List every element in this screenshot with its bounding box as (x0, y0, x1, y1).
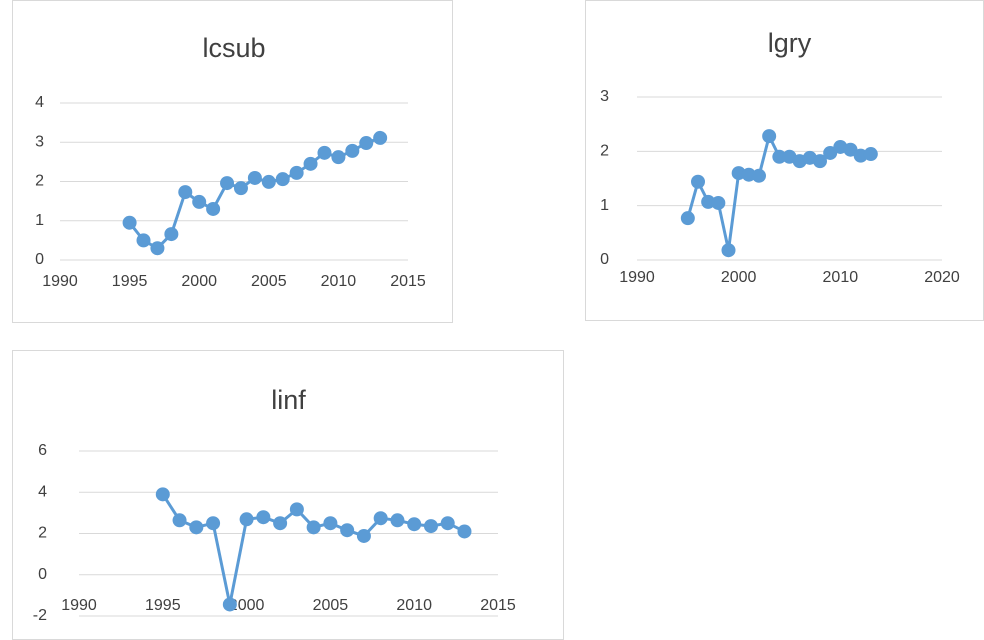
marker (752, 168, 766, 183)
chart-title: lgry (768, 28, 812, 58)
y-tick-label: -2 (33, 607, 47, 624)
marker (164, 227, 179, 242)
y-tick-label: 3 (35, 133, 44, 150)
marker (220, 176, 235, 191)
marker (407, 517, 422, 532)
marker (762, 129, 777, 144)
x-tick-label: 2010 (823, 269, 859, 286)
marker (813, 154, 827, 169)
marker (206, 201, 221, 216)
marker (303, 156, 318, 171)
marker (440, 516, 455, 531)
y-tick-label: 4 (35, 94, 44, 111)
x-tick-label: 1990 (42, 273, 78, 290)
marker (721, 243, 736, 258)
marker (150, 241, 165, 256)
marker (172, 513, 187, 528)
marker (122, 215, 137, 230)
y-tick-label: 4 (38, 483, 47, 500)
y-tick-label: 0 (600, 251, 609, 268)
chart-title: linf (271, 385, 306, 415)
y-tick-label: 2 (600, 143, 609, 160)
chart-title: lcsub (202, 33, 265, 63)
x-tick-label: 2015 (390, 273, 426, 290)
x-tick-label: 2000 (229, 597, 265, 614)
chart-panel (12, 350, 564, 640)
x-tick-label: 1990 (619, 269, 655, 286)
x-tick-label: 1990 (61, 597, 97, 614)
y-tick-label: 3 (600, 88, 609, 105)
marker (192, 194, 207, 209)
y-tick-label: 0 (35, 251, 44, 268)
y-tick-label: 1 (600, 197, 609, 214)
chart-panel (12, 0, 453, 323)
x-tick-label: 2005 (313, 597, 349, 614)
marker (239, 512, 254, 527)
marker (189, 520, 204, 535)
marker (206, 516, 221, 531)
marker (680, 211, 695, 226)
marker (261, 174, 276, 189)
marker (273, 516, 288, 531)
marker (457, 524, 472, 539)
marker (711, 195, 726, 210)
marker (863, 147, 878, 162)
marker (823, 145, 838, 160)
marker (359, 136, 374, 151)
x-tick-label: 2000 (721, 269, 757, 286)
marker (331, 150, 346, 165)
marker (691, 174, 705, 189)
marker (772, 149, 787, 164)
marker (340, 523, 355, 538)
x-tick-label: 1995 (112, 273, 148, 290)
marker (390, 513, 405, 528)
marker (373, 130, 388, 145)
marker (256, 510, 271, 525)
marker (306, 520, 321, 535)
marker (345, 143, 360, 158)
marker (323, 516, 338, 531)
marker (247, 170, 262, 185)
x-tick-label: 2015 (480, 597, 516, 614)
marker (741, 167, 756, 182)
marker (289, 502, 304, 517)
x-tick-label: 2010 (396, 597, 432, 614)
y-tick-label: 1 (35, 212, 44, 229)
x-tick-label: 2000 (181, 273, 217, 290)
marker (356, 528, 371, 543)
marker (289, 165, 304, 180)
marker (275, 172, 290, 187)
y-tick-label: 2 (35, 173, 44, 190)
y-tick-label: 0 (38, 566, 47, 583)
x-tick-label: 2010 (321, 273, 357, 290)
marker (423, 519, 438, 534)
marker (222, 597, 237, 612)
x-tick-label: 1995 (145, 597, 181, 614)
marker (373, 511, 388, 526)
y-tick-label: 6 (38, 442, 47, 459)
marker (136, 233, 151, 248)
marker (317, 145, 332, 160)
x-tick-label: 2020 (924, 269, 960, 286)
marker (155, 487, 170, 502)
marker (701, 194, 716, 209)
marker (233, 181, 248, 196)
x-tick-label: 2005 (251, 273, 287, 290)
y-tick-label: 2 (38, 525, 47, 542)
marker (843, 142, 858, 157)
marker (178, 185, 193, 200)
